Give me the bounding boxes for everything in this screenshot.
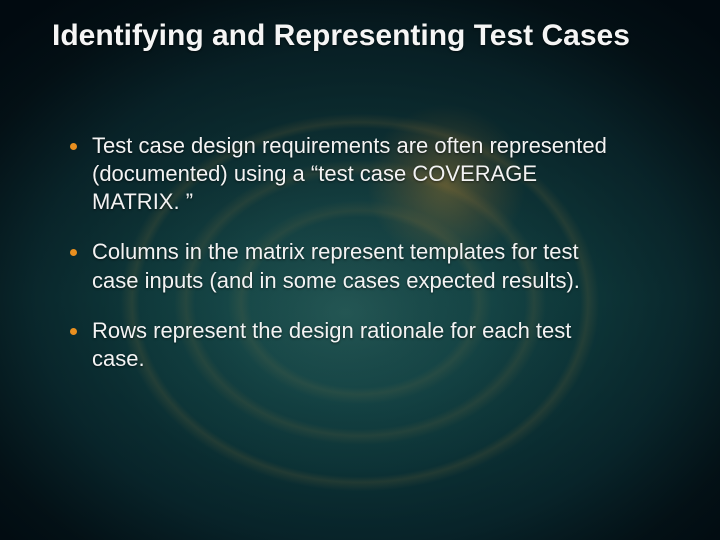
list-item: Test case design requirements are often … xyxy=(64,132,624,216)
bullet-list: Test case design requirements are often … xyxy=(64,132,624,395)
slide-title: Identifying and Representing Test Cases xyxy=(52,18,660,53)
bullet-text: Test case design requirements are often … xyxy=(92,133,607,214)
bullet-text: Rows represent the design rationale for … xyxy=(92,318,571,371)
slide: Identifying and Representing Test Cases … xyxy=(0,0,720,540)
list-item: Rows represent the design rationale for … xyxy=(64,317,624,373)
list-item: Columns in the matrix represent template… xyxy=(64,238,624,294)
bullet-text: Columns in the matrix represent template… xyxy=(92,239,580,292)
